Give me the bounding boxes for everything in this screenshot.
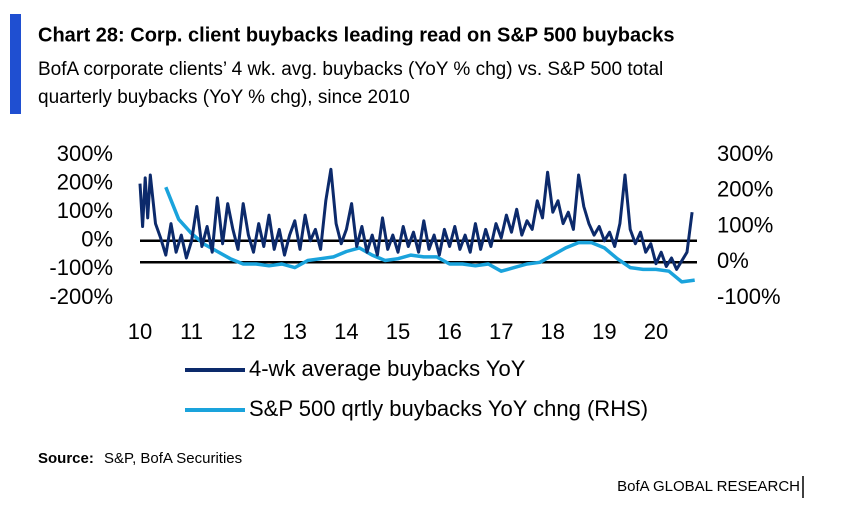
source-label: Source:	[38, 450, 94, 467]
x-tick-label: 15	[386, 319, 410, 344]
y-tick-label: 200%	[57, 169, 113, 194]
source: S&P, BofA Securities	[104, 450, 242, 467]
chart-title: Chart 28: Corp. client buybacks leading …	[38, 24, 675, 46]
y-tick-label: 0%	[81, 227, 113, 252]
y-tick-label: 100%	[57, 198, 113, 223]
y-tick-label: -200%	[49, 284, 113, 309]
series-line	[138, 167, 694, 271]
y2-tick-label: -100%	[717, 284, 781, 309]
y2-tick-label: 200%	[717, 177, 773, 202]
x-tick-label: 14	[334, 319, 358, 344]
y2-tick-label: 100%	[717, 212, 773, 237]
y2-tick-label: 300%	[717, 141, 773, 166]
x-tick-label: 17	[489, 319, 513, 344]
chart-subtitle: BofA corporate clients’ 4 wk. avg. buyba…	[38, 59, 663, 80]
y2-tick-label: 0%	[717, 248, 749, 273]
x-tick-label: 19	[592, 319, 616, 344]
x-tick-label: 16	[437, 319, 461, 344]
legend-label: 4-wk average buybacks YoY	[249, 356, 526, 381]
x-tick-label: 11	[180, 319, 203, 344]
x-tick-label: 13	[283, 319, 307, 344]
footer: BofA GLOBAL RESEARCH	[617, 478, 800, 495]
chart-subtitle: quarterly buybacks (YoY % chg), since 20…	[38, 87, 410, 108]
x-tick-label: 20	[644, 319, 668, 344]
accent-bar	[10, 14, 21, 114]
x-tick-label: 12	[231, 319, 255, 344]
x-tick-label: 18	[541, 319, 565, 344]
y-tick-label: -100%	[49, 255, 113, 280]
series-line	[164, 186, 695, 284]
y-tick-label: 300%	[57, 141, 113, 166]
legend-label: S&P 500 qrtly buybacks YoY chng (RHS)	[249, 396, 648, 421]
x-tick-label: 10	[128, 319, 152, 344]
